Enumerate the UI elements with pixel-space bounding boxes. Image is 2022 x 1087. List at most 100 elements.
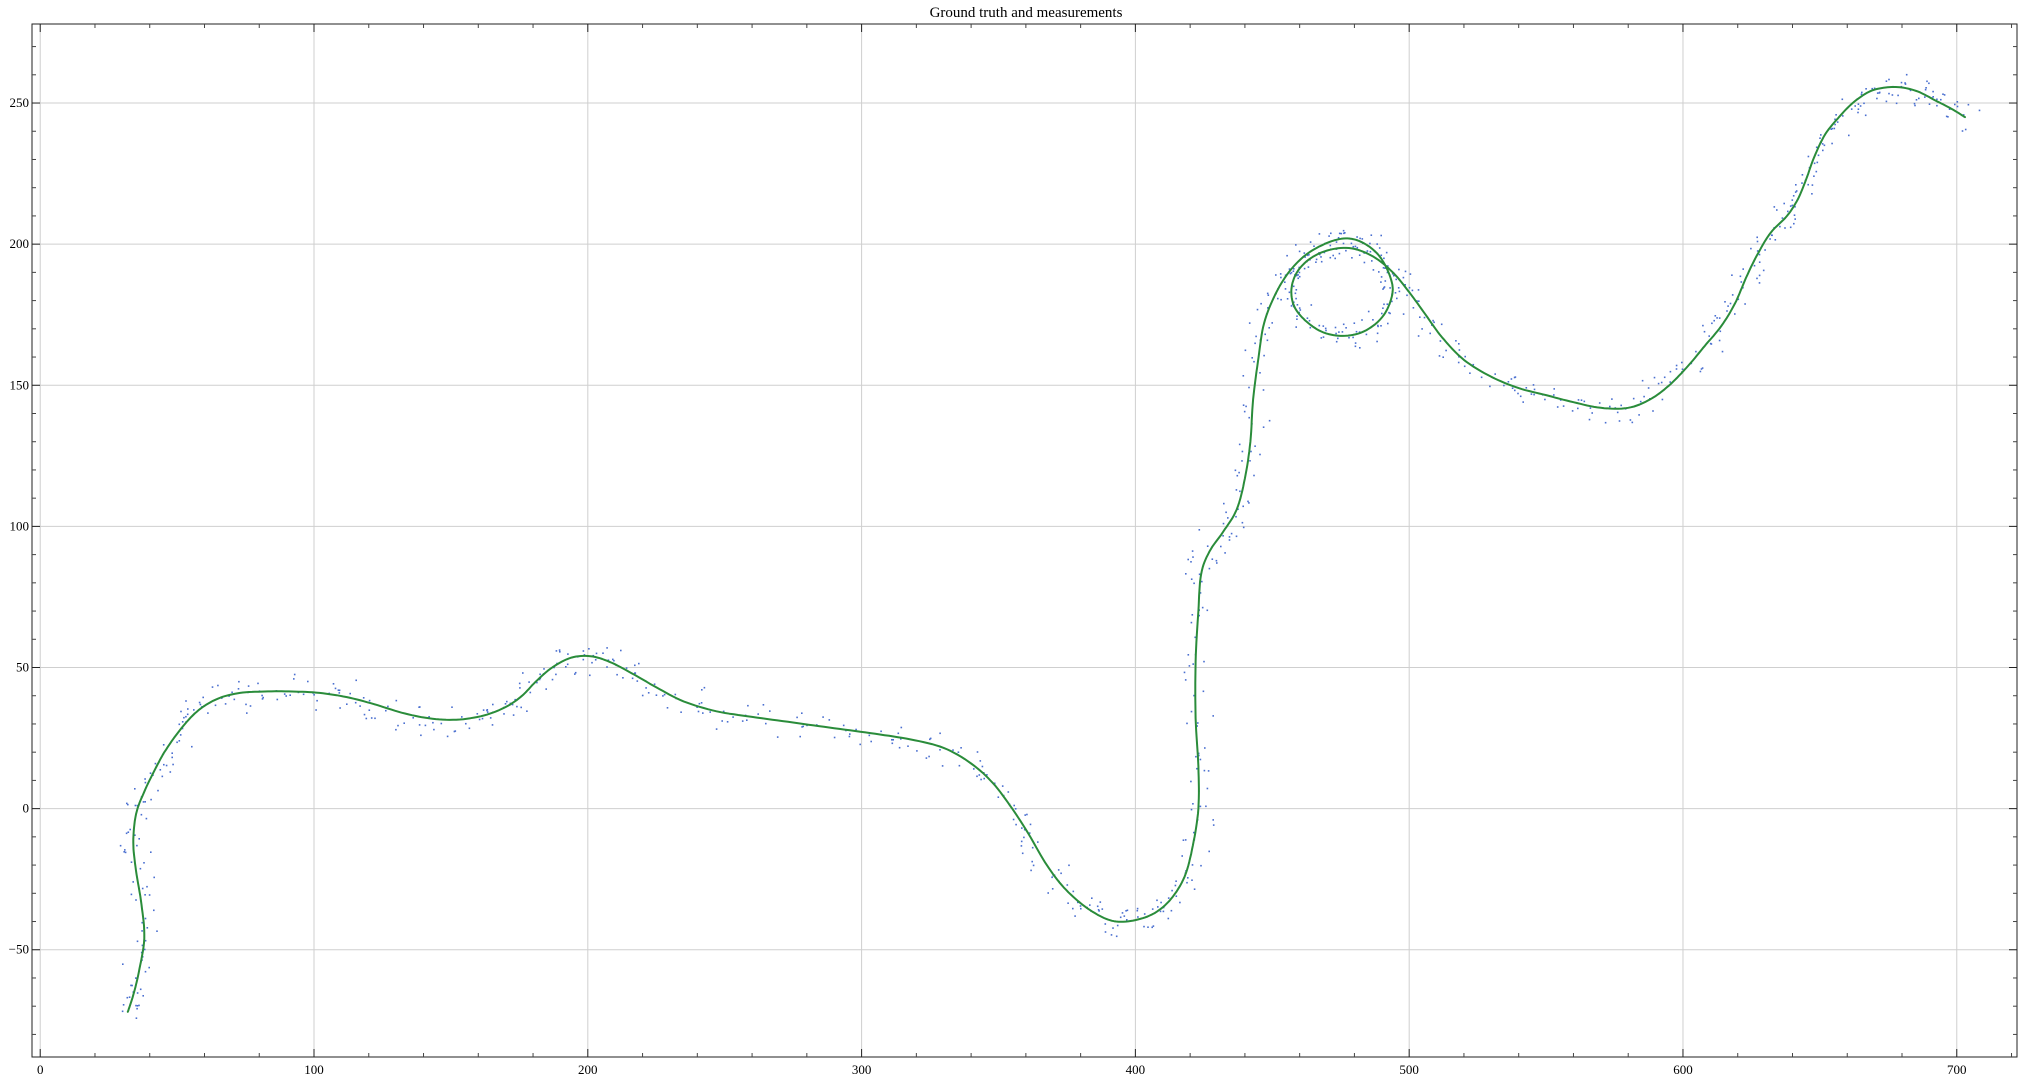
measurement-point (976, 775, 978, 778)
measurement-point (1663, 376, 1666, 379)
measurement-point (1136, 907, 1139, 910)
measurement-point (1793, 222, 1795, 225)
measurement-point (1562, 405, 1565, 407)
measurement-point (1398, 268, 1400, 271)
measurement-point (126, 996, 129, 999)
measurement-point (1457, 361, 1460, 364)
measurement-point (468, 727, 471, 730)
measurement-point (583, 654, 586, 656)
measurement-point (1591, 412, 1593, 414)
measurement-point (1354, 345, 1357, 348)
measurement-point (1338, 232, 1341, 235)
measurement-point (1123, 915, 1126, 917)
measurement-point (1472, 363, 1475, 366)
measurement-point (453, 730, 456, 733)
measurement-point (145, 817, 148, 820)
measurement-point (1404, 270, 1407, 273)
x-tick-label: 700 (1947, 1062, 1967, 1077)
measurement-point (1156, 899, 1158, 902)
measurement-point (1238, 443, 1241, 446)
measurement-point (796, 716, 798, 719)
measurement-point (1412, 307, 1415, 309)
measurement-point (1620, 404, 1622, 407)
measurement-point (1030, 869, 1032, 872)
measurement-point (1530, 393, 1533, 395)
measurement-point (1318, 233, 1321, 235)
measurement-point (1376, 243, 1378, 245)
measurement-point (1242, 375, 1245, 377)
measurement-point (703, 686, 706, 689)
measurement-point (1222, 535, 1224, 537)
measurement-point (1227, 517, 1229, 519)
measurement-point (1299, 309, 1302, 311)
measurement-point (144, 781, 147, 784)
measurement-point (1831, 127, 1834, 130)
measurement-point (1125, 910, 1127, 912)
measurement-point (237, 688, 240, 690)
measurement-point (1377, 325, 1379, 328)
measurement-point (543, 668, 545, 670)
measurement-point (1208, 567, 1211, 570)
measurement-point (1320, 337, 1323, 339)
measurement-point (1438, 355, 1441, 357)
measurement-point (1764, 249, 1766, 251)
y-tick-label: 50 (16, 660, 29, 675)
measurement-point (1372, 269, 1375, 271)
measurement-point (211, 686, 214, 688)
measurement-point (1455, 340, 1457, 342)
measurement-point (486, 709, 489, 711)
measurement-point (1198, 529, 1201, 531)
measurement-point (1190, 578, 1193, 580)
measurement-point (1184, 679, 1187, 681)
measurement-point (1774, 239, 1777, 241)
measurement-point (891, 739, 893, 741)
measurement-point (1241, 521, 1244, 524)
measurement-point (119, 844, 122, 847)
measurement-point (1631, 421, 1634, 424)
measurement-point (1335, 241, 1338, 243)
measurement-point (1756, 240, 1759, 243)
measurement-point (125, 832, 128, 835)
measurement-point (1519, 395, 1522, 398)
measurement-point (1639, 400, 1642, 403)
measurement-point (1190, 621, 1193, 624)
measurement-point (123, 851, 125, 853)
chart-title: Ground truth and measurements (930, 5, 1123, 21)
measurement-point (801, 712, 803, 714)
measurement-point (1264, 333, 1266, 336)
measurement-point (1354, 342, 1357, 344)
measurement-point (591, 661, 593, 664)
measurement-point (1112, 927, 1114, 929)
measurement-point (1464, 355, 1466, 358)
measurement-point (565, 666, 567, 668)
measurement-point (1324, 327, 1327, 330)
measurement-point (191, 745, 193, 748)
measurement-point (898, 746, 901, 749)
measurement-point (518, 682, 521, 685)
measurement-point (370, 717, 373, 719)
measurement-point (1514, 389, 1516, 392)
measurement-point (1121, 912, 1124, 914)
measurement-point (144, 917, 147, 920)
measurement-point (313, 694, 315, 696)
measurement-point (1320, 260, 1323, 263)
measurement-point (1936, 104, 1938, 107)
measurement-point (1962, 114, 1965, 116)
measurement-point (514, 698, 516, 701)
measurement-point (1174, 884, 1177, 887)
measurement-point (1514, 376, 1517, 378)
axis-layer: 0 100 200 300 400 500 600 700 −50 0 50 100 150 200 250 (9, 23, 2018, 1077)
measurement-point (157, 789, 159, 792)
measurement-point (1193, 888, 1196, 890)
measurement-point (418, 724, 421, 726)
measurement-point (1753, 264, 1756, 267)
x-tick-label: 100 (304, 1062, 324, 1077)
measurement-point (1023, 828, 1026, 831)
measurement-point (1928, 82, 1930, 85)
measurement-point (1369, 250, 1372, 253)
measurement-points (119, 73, 1981, 1019)
measurement-point (1315, 258, 1318, 261)
measurement-point (941, 765, 944, 767)
measurement-point (929, 738, 931, 741)
measurement-point (952, 749, 954, 751)
